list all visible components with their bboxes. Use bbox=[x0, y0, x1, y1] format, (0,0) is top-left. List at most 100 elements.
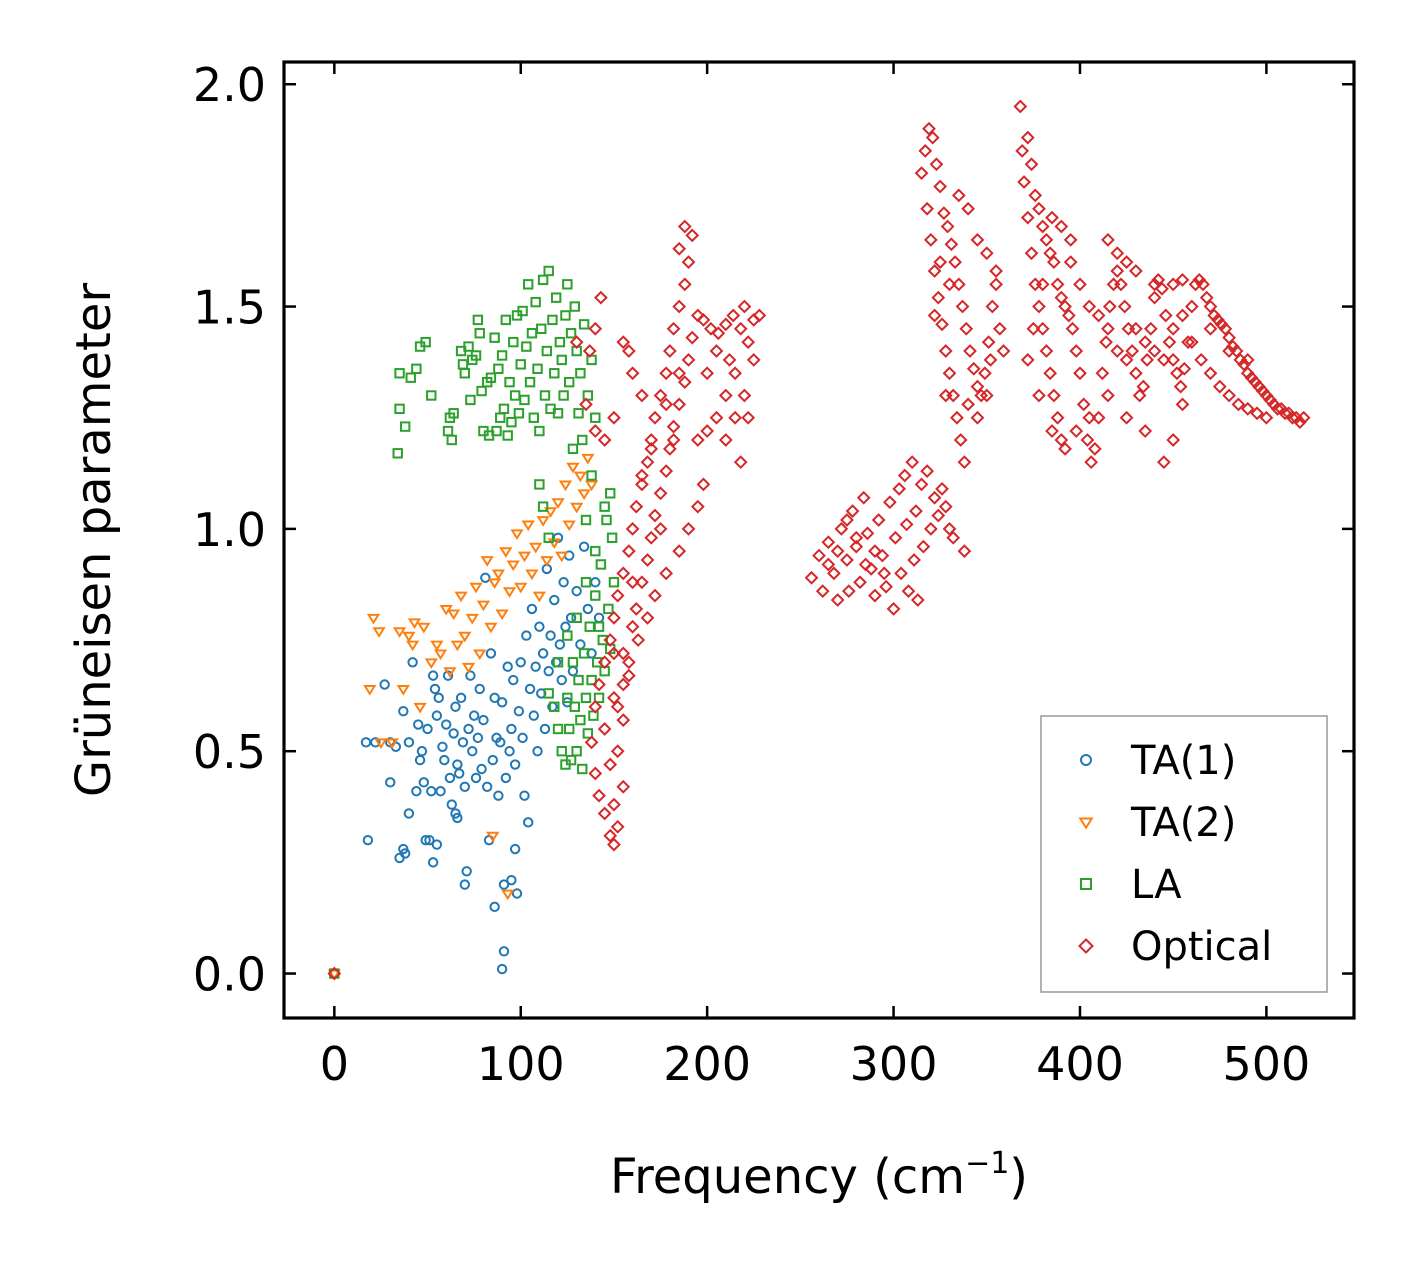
data-point bbox=[493, 363, 504, 375]
data-point bbox=[970, 410, 985, 425]
data-point bbox=[442, 425, 454, 437]
data-point bbox=[569, 301, 581, 312]
data-point bbox=[590, 577, 601, 588]
data-point bbox=[709, 410, 724, 425]
x-tick-label: 100 bbox=[477, 1037, 565, 1091]
data-point bbox=[625, 619, 640, 634]
data-point bbox=[573, 471, 588, 483]
data-point bbox=[537, 274, 549, 286]
data-point bbox=[1293, 415, 1307, 430]
data-point bbox=[916, 539, 931, 554]
legend-label: TA(2) bbox=[1130, 800, 1236, 846]
data-point bbox=[1240, 401, 1255, 416]
data-point bbox=[528, 710, 539, 721]
data-point bbox=[644, 433, 659, 447]
data-point bbox=[521, 520, 535, 532]
data-point bbox=[985, 299, 1000, 314]
data-point bbox=[517, 732, 528, 744]
data-point bbox=[815, 584, 830, 599]
data-point bbox=[640, 455, 655, 470]
data-point bbox=[593, 692, 605, 704]
data-point bbox=[1054, 290, 1069, 305]
data-point bbox=[644, 441, 659, 456]
data-point bbox=[582, 390, 594, 401]
data-point bbox=[562, 630, 573, 641]
data-point bbox=[362, 834, 374, 846]
data-point bbox=[672, 299, 687, 314]
data-point bbox=[1091, 410, 1106, 425]
data-point bbox=[1032, 388, 1046, 403]
data-point bbox=[547, 538, 561, 549]
data-point bbox=[1278, 406, 1292, 421]
data-point bbox=[718, 317, 733, 332]
data-point bbox=[597, 433, 612, 447]
data-point bbox=[537, 501, 549, 512]
data-point bbox=[1296, 410, 1311, 425]
data-point bbox=[1084, 455, 1099, 470]
data-point bbox=[597, 634, 608, 646]
data-point bbox=[495, 412, 506, 423]
data-point bbox=[562, 692, 573, 704]
data-point bbox=[942, 522, 957, 536]
data-point bbox=[1073, 277, 1087, 292]
data-point bbox=[1069, 344, 1084, 358]
data-point bbox=[407, 618, 422, 629]
data-point bbox=[955, 299, 970, 314]
legend-marker bbox=[1080, 878, 1092, 890]
x-tick-label: 400 bbox=[1036, 1037, 1124, 1091]
data-point bbox=[394, 368, 405, 379]
data-point bbox=[804, 570, 819, 585]
data-point bbox=[616, 677, 631, 692]
data-point bbox=[607, 797, 621, 812]
data-point bbox=[515, 359, 526, 370]
data-point bbox=[467, 746, 478, 757]
data-point bbox=[534, 621, 545, 632]
data-point bbox=[405, 372, 416, 383]
data-point bbox=[920, 464, 934, 478]
data-point bbox=[396, 685, 410, 696]
data-point bbox=[510, 529, 524, 541]
data-point bbox=[489, 692, 500, 704]
data-point bbox=[1054, 219, 1069, 234]
data-point bbox=[517, 305, 528, 317]
data-point bbox=[573, 408, 584, 419]
data-point bbox=[1065, 321, 1080, 336]
data-point bbox=[488, 578, 502, 589]
data-point bbox=[422, 723, 433, 735]
data-point bbox=[601, 514, 612, 526]
legend-marker bbox=[1080, 754, 1092, 766]
data-point bbox=[910, 593, 925, 607]
data-point bbox=[1017, 175, 1031, 189]
data-point bbox=[472, 314, 484, 326]
data-point bbox=[504, 376, 515, 388]
data-point bbox=[454, 768, 465, 779]
data-point bbox=[448, 728, 459, 739]
data-point bbox=[610, 744, 625, 759]
data-point bbox=[474, 683, 485, 695]
data-point bbox=[570, 502, 584, 514]
data-point bbox=[1203, 299, 1218, 314]
data-point bbox=[584, 480, 599, 492]
data-point bbox=[607, 646, 621, 661]
data-point bbox=[468, 710, 480, 721]
data-point bbox=[940, 219, 955, 234]
data-point bbox=[1259, 410, 1274, 425]
data-point bbox=[959, 321, 974, 336]
data-point bbox=[603, 633, 618, 647]
data-point bbox=[841, 584, 856, 599]
data-point bbox=[433, 692, 444, 704]
data-point bbox=[625, 366, 640, 381]
data-point bbox=[640, 553, 655, 567]
data-point bbox=[909, 504, 923, 518]
data-point bbox=[407, 657, 418, 668]
data-point bbox=[556, 674, 567, 686]
data-point bbox=[681, 353, 696, 367]
data-point bbox=[1143, 321, 1158, 336]
data-point bbox=[539, 723, 551, 735]
data-point bbox=[562, 520, 576, 532]
data-point bbox=[564, 723, 575, 735]
data-point bbox=[983, 353, 998, 367]
data-point bbox=[370, 737, 381, 748]
data-point bbox=[534, 425, 545, 437]
data-point bbox=[606, 532, 618, 543]
